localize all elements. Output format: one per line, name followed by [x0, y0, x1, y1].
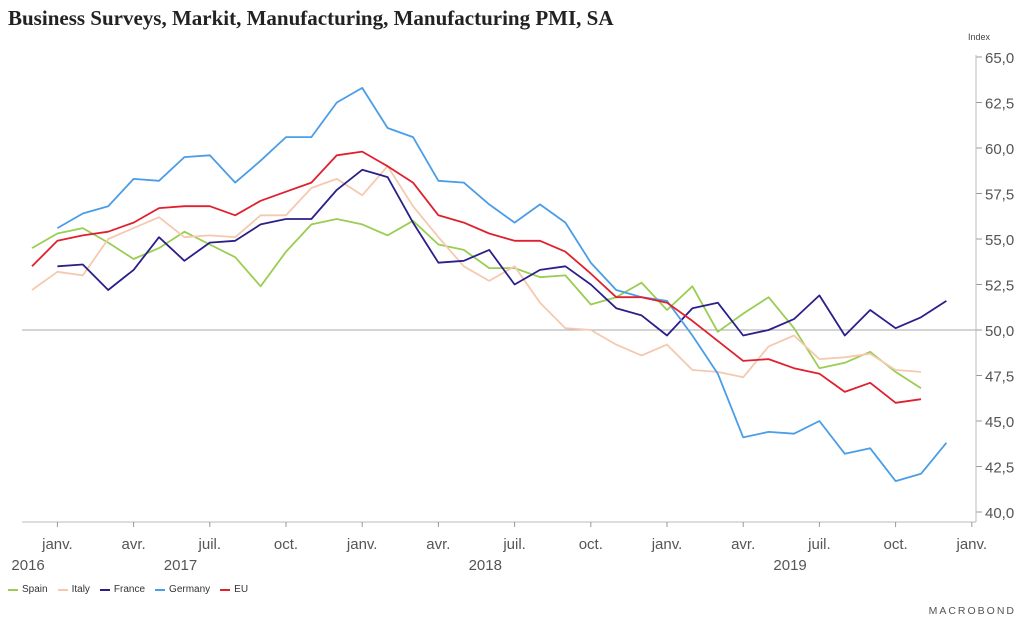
y-tick-label: 47,5 — [985, 369, 1014, 386]
legend-label: Germany — [169, 584, 211, 595]
legend-swatch — [220, 588, 231, 591]
x-tick-label: oct. — [884, 536, 908, 553]
legend-item-germany: Germany — [155, 584, 210, 595]
legend-swatch — [57, 588, 68, 591]
legend-item-italy: Italy — [57, 584, 90, 595]
series-line-france — [57, 168, 947, 337]
macrobond-logo: MACROBOND — [928, 605, 1016, 617]
x-tick-label: juil. — [198, 536, 222, 553]
legend-swatch — [8, 588, 18, 591]
x-year-label: 2017 — [164, 557, 197, 574]
y-tick-label: 42,5 — [985, 460, 1014, 477]
x-tick-label: janv. — [346, 536, 378, 553]
series-line-eu — [31, 150, 922, 404]
x-tick-label: janv. — [956, 536, 988, 553]
y-tick-label: 40,0 — [985, 505, 1014, 522]
y-tick-label: 50,0 — [985, 323, 1014, 340]
legend-label: France — [113, 584, 146, 595]
x-year-label: 2019 — [773, 557, 806, 574]
y-tick-label: 57,5 — [985, 187, 1014, 204]
legend-label: EU — [234, 584, 249, 595]
x-tick-label: oct. — [579, 536, 603, 553]
y-tick-label: 65,0 — [985, 50, 1014, 67]
y-tick-label: 60,0 — [985, 141, 1014, 158]
chart-legend: Spain Italy France Germany EU — [8, 584, 248, 595]
series-line-germany — [56, 87, 948, 482]
legend-swatch — [99, 588, 110, 591]
x-tick-label: janv. — [651, 536, 683, 553]
y-tick-label: 55,0 — [985, 232, 1014, 249]
x-year-label: 2016 — [11, 557, 44, 574]
legend-label: Italy — [71, 584, 90, 595]
x-year-label: 2018 — [469, 557, 502, 574]
x-tick-label: janv. — [41, 536, 73, 553]
y-tick-label: 62,5 — [985, 96, 1014, 113]
x-tick-label: juil. — [807, 536, 831, 553]
x-tick-label: avr. — [731, 536, 755, 553]
series-line-italy — [31, 165, 922, 379]
x-tick-label: avr. — [122, 536, 146, 553]
y-axis-label: Index — [968, 32, 991, 42]
legend-item-spain: Spain — [8, 584, 48, 595]
legend-item-eu: EU — [220, 584, 248, 595]
legend-label: Spain — [22, 584, 48, 595]
x-tick-label: oct. — [274, 536, 298, 553]
series-line-spain — [31, 218, 922, 389]
legend-swatch — [155, 588, 166, 591]
chart-title: Business Surveys, Markit, Manufacturing,… — [8, 6, 614, 30]
y-tick-label: 45,0 — [985, 414, 1014, 431]
x-tick-label: avr. — [426, 536, 450, 553]
legend-item-france: France — [99, 584, 146, 595]
x-tick-label: juil. — [502, 536, 526, 553]
y-tick-label: 52,5 — [985, 278, 1014, 295]
